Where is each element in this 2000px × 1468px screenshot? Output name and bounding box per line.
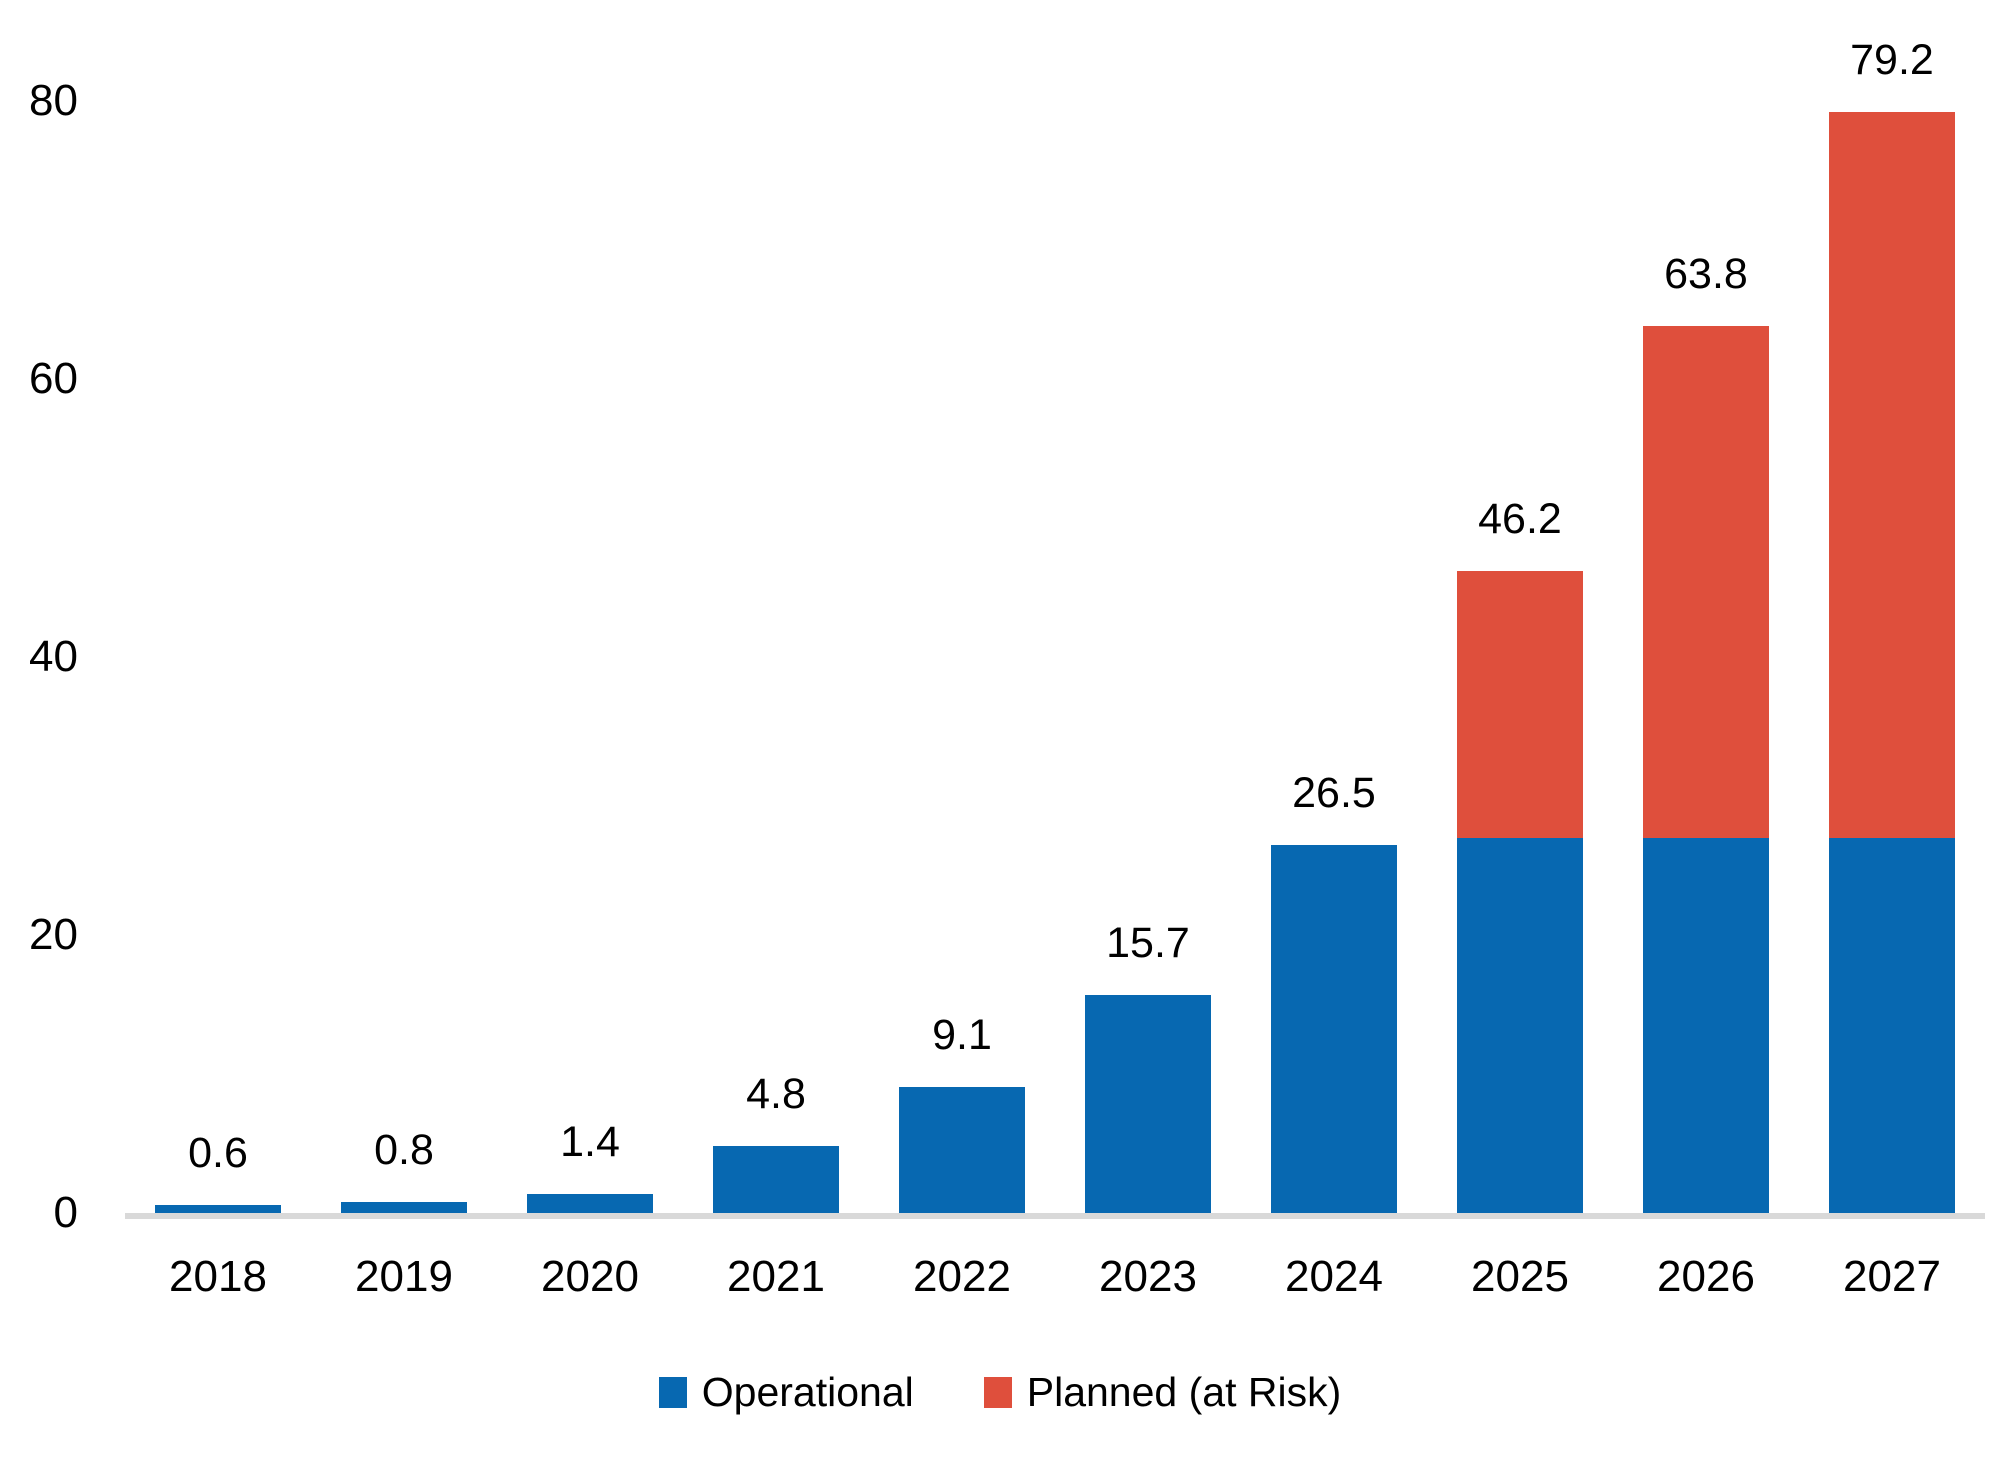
- legend-swatch-operational: [658, 1376, 687, 1408]
- total-label-2024: 26.5: [1292, 769, 1376, 817]
- total-label-2021: 4.8: [746, 1070, 806, 1118]
- total-label-2022: 9.1: [932, 1011, 992, 1059]
- total-label-2027: 79.2: [1850, 36, 1934, 84]
- legend-label-operational: Operational: [701, 1369, 914, 1415]
- total-label-2020: 1.4: [560, 1118, 620, 1166]
- bar-2018-operational: [155, 1205, 281, 1213]
- total-label-2019: 0.8: [374, 1126, 434, 1174]
- bar-2019-operational: [341, 1202, 467, 1213]
- x-tick-label-2019: 2019: [355, 1252, 453, 1301]
- bar-2025-operational: [1457, 838, 1583, 1213]
- bar-2027-planned-at-risk: [1829, 112, 1955, 838]
- total-label-2025: 46.2: [1478, 495, 1562, 543]
- x-tick-label-2022: 2022: [913, 1252, 1011, 1301]
- x-tick-label-2024: 2024: [1285, 1252, 1383, 1301]
- x-tick-label-2018: 2018: [169, 1252, 267, 1301]
- y-tick-label-0: 0: [53, 1188, 78, 1237]
- bar-2026-planned-at-risk: [1643, 326, 1769, 838]
- bar-2025-planned-at-risk: [1457, 571, 1583, 838]
- y-tick-label-40: 40: [29, 632, 78, 681]
- x-tick-label-2025: 2025: [1471, 1252, 1569, 1301]
- bar-2022-operational: [899, 1087, 1025, 1213]
- x-tick-label-2021: 2021: [727, 1252, 825, 1301]
- bar-2020-operational: [527, 1194, 653, 1213]
- x-axis-line: [125, 1213, 1985, 1219]
- y-tick-label-80: 80: [29, 76, 78, 125]
- bar-2027-operational: [1829, 838, 1955, 1213]
- total-label-2026: 63.8: [1664, 250, 1748, 298]
- legend-label-planned-at-risk: Planned (at Risk): [1026, 1369, 1342, 1415]
- legend-swatch-planned-at-risk: [983, 1376, 1012, 1408]
- x-tick-label-2026: 2026: [1657, 1252, 1755, 1301]
- bar-2026-operational: [1643, 838, 1769, 1213]
- bar-2023-operational: [1085, 995, 1211, 1213]
- x-tick-label-2020: 2020: [541, 1252, 639, 1301]
- x-tick-label-2027: 2027: [1843, 1252, 1941, 1301]
- legend: Operational Planned (at Risk): [0, 1368, 2000, 1416]
- bar-2021-operational: [713, 1146, 839, 1213]
- legend-item-operational: Operational: [658, 1368, 914, 1416]
- legend-item-planned-at-risk: Planned (at Risk): [983, 1368, 1342, 1416]
- y-tick-label-20: 20: [29, 910, 78, 959]
- total-label-2018: 0.6: [188, 1129, 248, 1177]
- bar-2024-operational: [1271, 845, 1397, 1213]
- x-tick-label-2023: 2023: [1099, 1252, 1197, 1301]
- total-label-2023: 15.7: [1106, 919, 1190, 967]
- y-tick-label-60: 60: [29, 354, 78, 403]
